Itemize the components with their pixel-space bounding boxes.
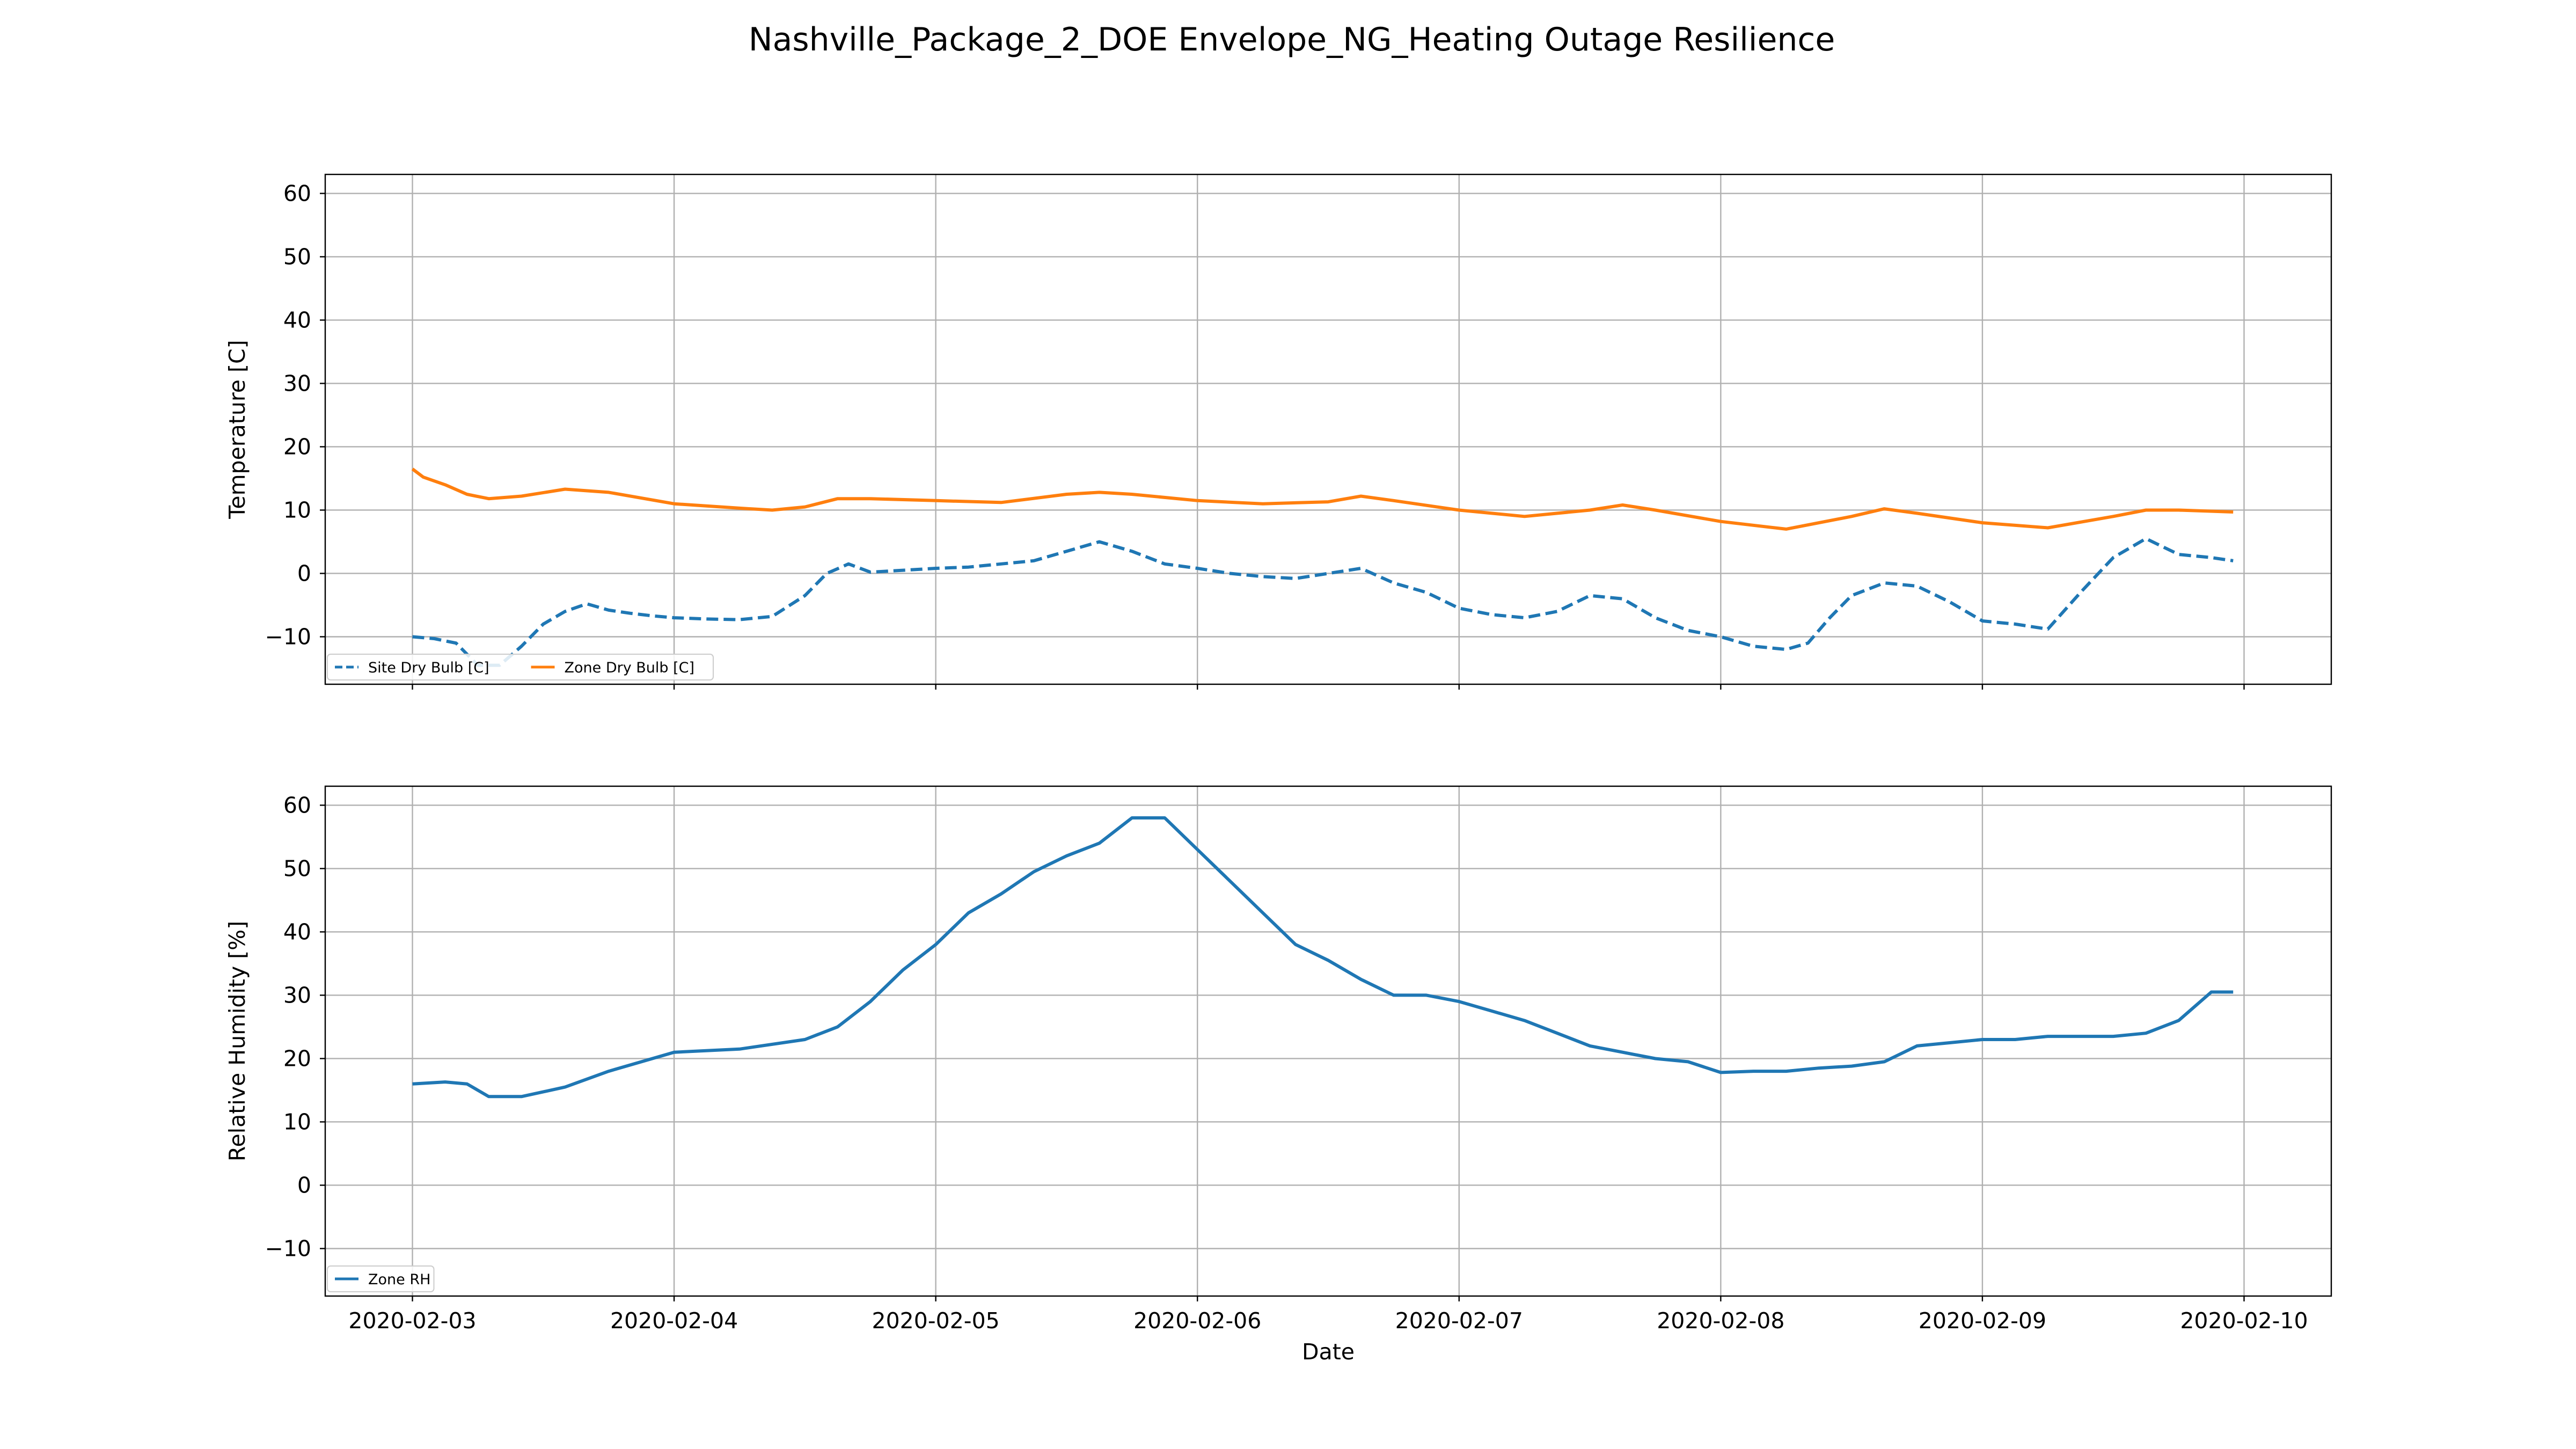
legend-frame bbox=[327, 1265, 435, 1292]
y-tick-label: 20 bbox=[283, 1045, 311, 1071]
humidity-panel: −10 0 10 20 30 40 50 60 2020-02-03 2020-02-04 2020… bbox=[224, 785, 2332, 1365]
legend-label: Zone RH bbox=[368, 1271, 430, 1288]
figure-title: Nashville_Package_2_DOE Envelope_NG_Heat… bbox=[749, 21, 1835, 58]
y-tick-label: 60 bbox=[283, 792, 311, 818]
x-tick-label: 2020-02-05 bbox=[872, 1308, 1000, 1334]
x-axis-label: Date bbox=[1302, 1339, 1355, 1365]
legend: Zone RH bbox=[327, 1265, 435, 1292]
y-axis-label: Temperature [C] bbox=[224, 340, 250, 519]
legend-label: Zone Dry Bulb [C] bbox=[565, 660, 695, 676]
series-line-zone-dry-bulb-c bbox=[411, 467, 2234, 531]
plot-frame bbox=[324, 173, 2332, 685]
x-tick-label: 2020-02-03 bbox=[348, 1308, 476, 1334]
x-tick-label: 2020-02-10 bbox=[2180, 1308, 2308, 1334]
legend-label: Site Dry Bulb [C] bbox=[368, 660, 489, 676]
temperature-panel: −10 0 10 20 30 40 50 60 Temperature [C] Site Dry … bbox=[224, 173, 2332, 690]
plot-frame bbox=[324, 785, 2332, 1297]
y-tick-label: 40 bbox=[283, 307, 311, 333]
y-tick-label: 50 bbox=[283, 855, 311, 881]
y-tick-label: 40 bbox=[283, 919, 311, 945]
x-tick-label: 2020-02-09 bbox=[1919, 1308, 2046, 1334]
y-tick-label: 0 bbox=[297, 1172, 311, 1198]
x-tick-label: 2020-02-04 bbox=[610, 1308, 738, 1334]
legend-frame bbox=[327, 654, 714, 680]
series-line-zone-rh bbox=[412, 816, 2234, 1099]
x-tick-label: 2020-02-06 bbox=[1133, 1308, 1261, 1334]
y-tick-label: 30 bbox=[283, 982, 311, 1008]
y-tick-label: 10 bbox=[283, 1109, 311, 1135]
y-tick-label: −10 bbox=[265, 1235, 311, 1261]
y-tick-label: 20 bbox=[283, 434, 311, 459]
y-tick-label: 10 bbox=[283, 497, 311, 523]
x-tick-label: 2020-02-07 bbox=[1395, 1308, 1523, 1334]
y-tick-label: 30 bbox=[283, 370, 311, 396]
series-line-site-dry-bulb-c bbox=[412, 537, 2234, 667]
x-tick-label: 2020-02-08 bbox=[1657, 1308, 1784, 1334]
y-axis-label: Relative Humidity [%] bbox=[224, 921, 250, 1161]
y-tick-label: 50 bbox=[283, 244, 311, 269]
legend: Site Dry Bulb [C] Zone Dry Bulb [C] bbox=[327, 654, 714, 680]
y-tick-label: −10 bbox=[265, 624, 311, 649]
y-tick-label: 60 bbox=[283, 180, 311, 206]
y-tick-label: 0 bbox=[297, 560, 311, 586]
